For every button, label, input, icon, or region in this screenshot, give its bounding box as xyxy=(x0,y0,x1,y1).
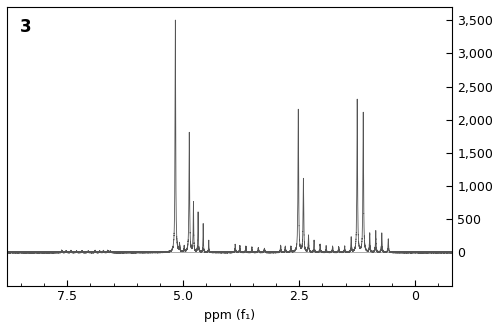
X-axis label: ppm (f₁): ppm (f₁) xyxy=(204,309,255,322)
Text: 3: 3 xyxy=(20,18,32,36)
